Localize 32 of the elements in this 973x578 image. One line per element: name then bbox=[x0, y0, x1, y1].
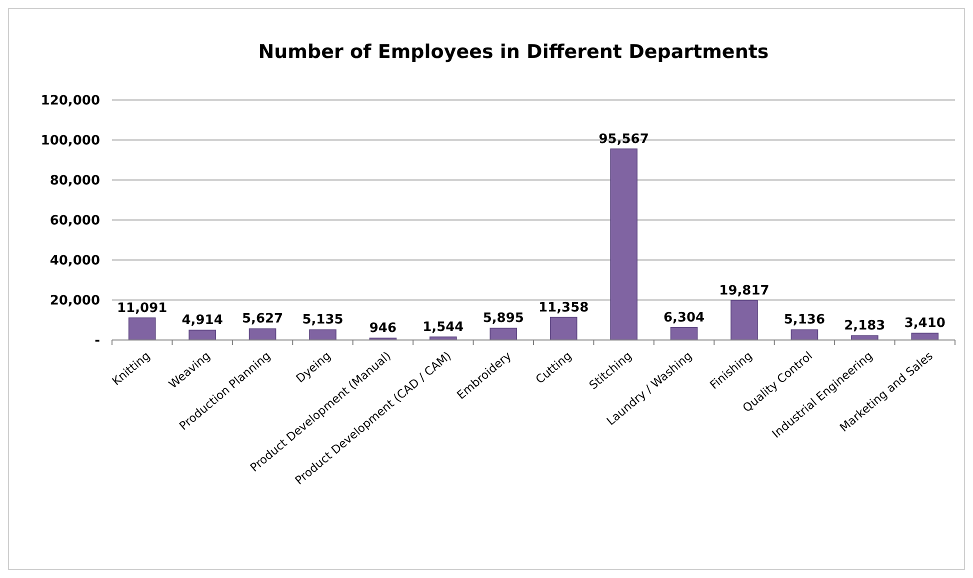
bar bbox=[188, 330, 216, 340]
data-label: 4,914 bbox=[182, 313, 223, 328]
bar bbox=[490, 328, 518, 340]
y-tick-label: 20,000 bbox=[50, 294, 100, 309]
y-tick-label: 100,000 bbox=[40, 134, 100, 149]
bar bbox=[248, 328, 276, 340]
y-tick-label: - bbox=[94, 334, 100, 349]
chart-title: Number of Employees in Different Departments bbox=[258, 41, 769, 63]
bar bbox=[790, 329, 818, 340]
bar bbox=[670, 326, 698, 340]
data-label: 5,895 bbox=[482, 311, 524, 326]
y-tick-label: 40,000 bbox=[50, 254, 100, 269]
data-label: 6,304 bbox=[663, 310, 705, 326]
data-label: 2,183 bbox=[844, 318, 886, 334]
y-tick-label: 80,000 bbox=[50, 174, 100, 189]
data-label: 11,358 bbox=[538, 300, 589, 316]
data-label: 5,136 bbox=[784, 312, 826, 328]
data-label: 5,135 bbox=[302, 312, 344, 328]
data-label: 946 bbox=[369, 321, 397, 336]
bar bbox=[309, 329, 336, 340]
bar bbox=[550, 316, 578, 340]
data-label: 5,627 bbox=[242, 312, 284, 327]
data-label: 19,817 bbox=[719, 283, 770, 298]
y-tick-label: 60,000 bbox=[50, 214, 100, 229]
data-label: 3,410 bbox=[904, 316, 946, 332]
bar bbox=[730, 300, 758, 340]
bar bbox=[610, 148, 638, 340]
bar bbox=[128, 317, 156, 340]
y-tick-label: 120,000 bbox=[40, 94, 100, 109]
data-label: 1,544 bbox=[422, 320, 464, 335]
data-label: 95,567 bbox=[598, 132, 649, 147]
data-label: 11,091 bbox=[117, 300, 168, 316]
